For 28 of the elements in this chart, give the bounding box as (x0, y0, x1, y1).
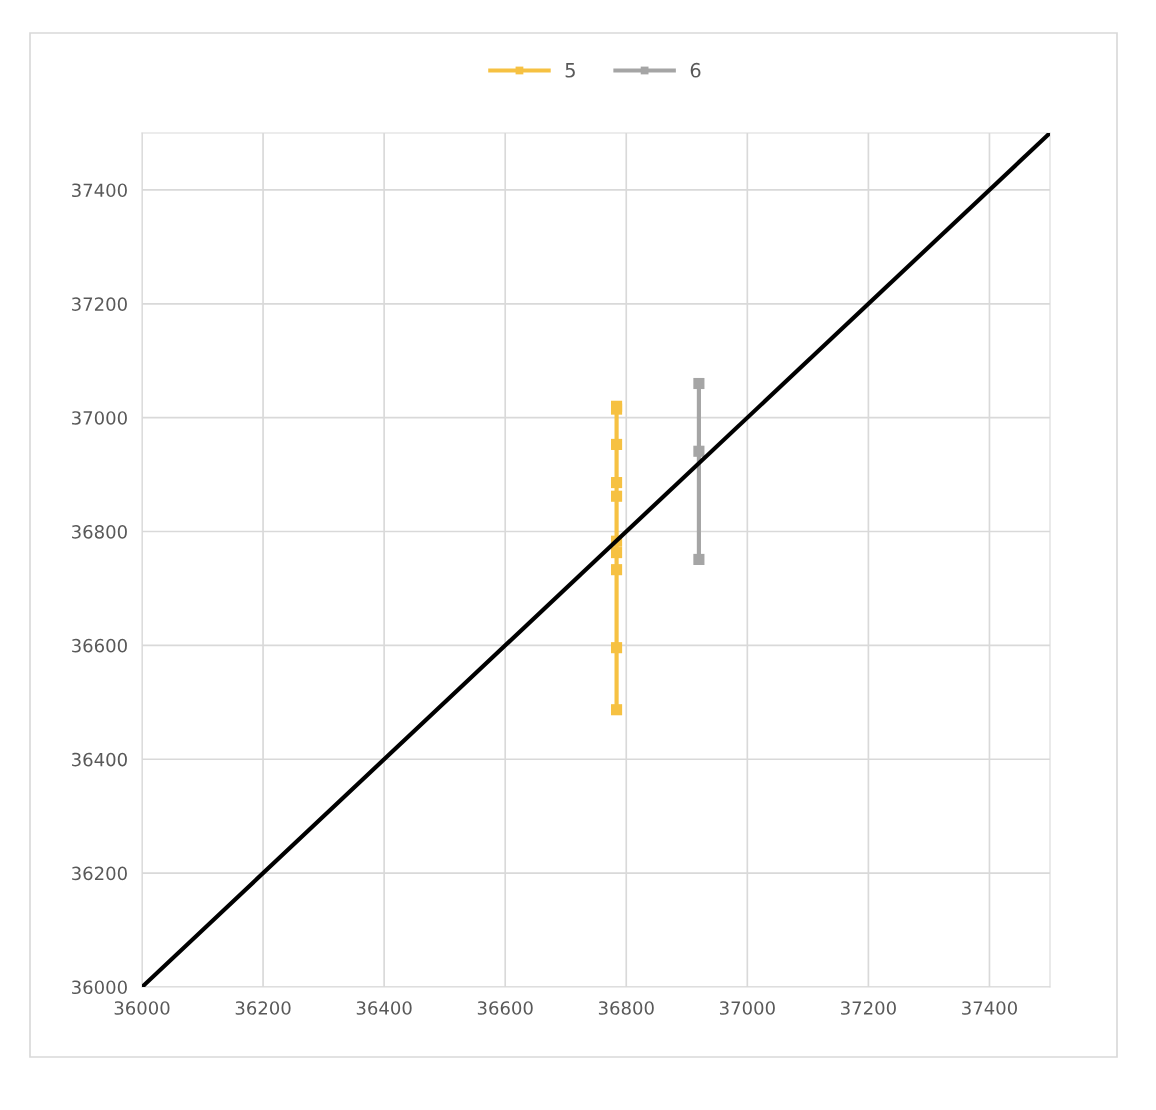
y-tick-label: 36600 (72, 638, 127, 653)
point (611, 438, 623, 450)
y-tick-label: 36200 (72, 866, 127, 881)
x-tick-label: 36800 (598, 1001, 654, 1015)
x-tick-label: 37400 (962, 1001, 1017, 1015)
y-tick-label: 36400 (72, 752, 127, 767)
legend-label: 5 (565, 63, 575, 78)
point (611, 704, 623, 716)
point (611, 547, 623, 559)
y-tick-label: 37400 (72, 183, 127, 198)
y-tick-label: 37200 (72, 297, 127, 311)
x-tick-label: 37000 (719, 1001, 775, 1015)
point (611, 642, 623, 654)
point (693, 377, 705, 390)
point (693, 553, 705, 565)
x-tick-label: 36000 (114, 1001, 170, 1015)
point (693, 445, 705, 457)
y-tick-label: 36800 (72, 524, 127, 539)
x-tick-label: 36400 (356, 1001, 412, 1015)
point (611, 477, 623, 489)
y-tick-label: 37000 (72, 411, 127, 425)
point (611, 564, 623, 576)
y-tick-label: 36000 (72, 980, 127, 995)
x-tick-label: 36600 (477, 1001, 533, 1015)
legend-label: 6 (690, 62, 701, 78)
point (611, 490, 623, 502)
x-tick-label: 36200 (235, 1001, 291, 1015)
x-tick-label: 37200 (841, 1001, 896, 1015)
